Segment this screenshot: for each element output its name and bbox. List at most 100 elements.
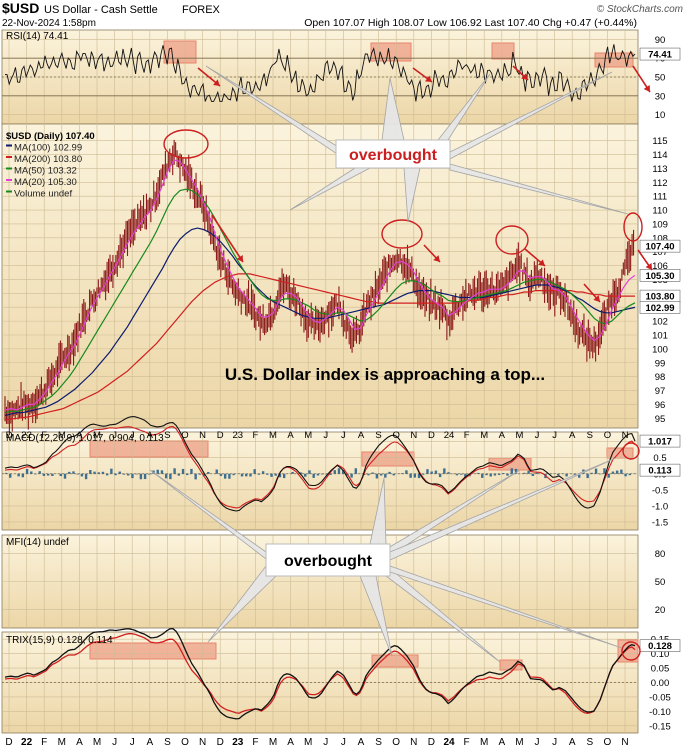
annotation-layer xyxy=(149,65,653,663)
rsi-label: RSI(14) 74.41 xyxy=(6,31,69,42)
price-y-tick-label: 95 xyxy=(655,414,666,425)
x-tick-label: J xyxy=(323,737,328,748)
price-y-tick-label: 110 xyxy=(652,206,667,217)
rsi-y-tick-label: 10 xyxy=(655,110,666,121)
price-y-tick-label: 115 xyxy=(652,136,667,147)
overbought-highlight-box xyxy=(491,42,515,60)
trix-y-tick-label: -0.10 xyxy=(649,707,671,718)
price-y-tick-label: 112 xyxy=(652,178,667,189)
arrow-head xyxy=(593,295,600,302)
price-end-label-box xyxy=(639,269,681,282)
x-tick-label-mid: N xyxy=(410,430,417,441)
x-tick-label-mid: A xyxy=(358,430,365,441)
x-tick-label: O xyxy=(181,737,189,748)
price-y-tick-label: 102 xyxy=(652,317,668,328)
price-y-tick-label: 101 xyxy=(652,330,668,341)
x-tick-label-mid: M xyxy=(480,430,488,441)
top-circle xyxy=(381,219,423,249)
x-tick-label: A xyxy=(146,737,153,748)
x-tick-label: O xyxy=(392,737,400,748)
x-tick-label-mid: A xyxy=(76,430,83,441)
price-end-label: 103.80 xyxy=(645,292,674,303)
overbought-callout-top: overbought xyxy=(335,139,451,169)
macd-line xyxy=(4,416,636,512)
x-tick-label: J xyxy=(552,737,557,748)
x-tick-label-mid: J xyxy=(552,430,557,441)
overbought-text-top: overbought xyxy=(349,147,438,164)
x-tick-label: D xyxy=(5,737,12,748)
overbought-highlight-box xyxy=(370,42,412,62)
rsi-line xyxy=(4,44,636,102)
mfi-y-tick-label: 50 xyxy=(655,577,666,588)
price-end-label: 107.40 xyxy=(645,242,674,253)
ma50-line xyxy=(4,188,636,414)
x-tick-label-mid: J xyxy=(130,430,135,441)
x-tick-label: 24 xyxy=(443,737,455,748)
x-tick-label-mid: A xyxy=(287,430,294,441)
price-y-tick-label: 111 xyxy=(653,192,667,203)
price-end-label-box xyxy=(639,301,681,314)
trix-label: TRIX(15,9) 0.128, 0.114 xyxy=(6,635,113,646)
x-tick-label: A xyxy=(498,737,505,748)
x-tick-label-mid: F xyxy=(464,430,470,441)
x-tick-label-mid: A xyxy=(147,430,154,441)
x-tick-label: 22 xyxy=(21,737,33,748)
chart-date: 22-Nov-2024 1:58pm xyxy=(2,18,96,29)
x-tick-label: S xyxy=(164,737,171,748)
brand-watermark: © StockCharts.com xyxy=(597,4,683,15)
x-tick-label: N xyxy=(621,737,628,748)
oscillator-circle xyxy=(621,641,641,661)
trix-y-tick-label: -0.05 xyxy=(649,692,671,703)
arrow-head xyxy=(236,255,243,262)
x-tick-label-mid: M xyxy=(304,430,312,441)
x-tick-label: M xyxy=(304,737,312,748)
macd-y-tick-label: -1.0 xyxy=(652,501,668,512)
macd-y-tick-label: -0.5 xyxy=(652,485,668,496)
x-tick-label-mid: F xyxy=(252,430,258,441)
macd-end-label-box xyxy=(639,434,681,448)
x-tick-label: M xyxy=(93,737,101,748)
x-tick-label: F xyxy=(464,737,470,748)
x-tick-label: J xyxy=(341,737,346,748)
arrow-head xyxy=(538,259,545,266)
x-tick-label-mid: O xyxy=(181,430,188,441)
x-tick-label-mid: O xyxy=(393,430,400,441)
x-tick-label-mid: O xyxy=(604,430,611,441)
ma20-line xyxy=(4,159,636,411)
macd-y-tick-label: 0.5 xyxy=(653,453,666,464)
macd-signal-line xyxy=(4,425,636,509)
rsi-end-label-box xyxy=(639,47,681,61)
macd-end-label-box xyxy=(639,463,681,477)
price-y-tick-label: 109 xyxy=(652,219,668,230)
trix-signal-line xyxy=(4,633,636,714)
legend-swatch xyxy=(6,179,12,181)
overbought-highlight-box xyxy=(163,40,197,64)
trix-end-label-box xyxy=(639,639,681,652)
overbought-text-bottom: overbought xyxy=(284,553,373,570)
x-tick-label: N xyxy=(199,737,206,748)
x-tick-label: M xyxy=(269,737,277,748)
mfi-y-tick-label: 80 xyxy=(655,549,666,560)
x-tick-label: A xyxy=(76,737,83,748)
price-y-tick-label: 99 xyxy=(655,358,666,369)
x-tick-label: J xyxy=(112,737,117,748)
x-tick-label-mid: S xyxy=(587,430,593,441)
x-tick-label: M xyxy=(515,737,523,748)
x-tick-label-mid: D xyxy=(428,430,435,441)
mfi-label: MFI(14) undef xyxy=(6,537,69,548)
x-tick-label: A xyxy=(287,737,294,748)
x-axis: D 22 F M A M J J A S O N D 23 F M A M J J A S O N D 24 F M A M J J A S O ND… xyxy=(5,430,628,748)
x-tick-label-mid: J xyxy=(535,430,540,441)
macd-end-label: 1.017 xyxy=(648,437,672,448)
arrow-head xyxy=(521,73,528,80)
price-y-tick-label: 113 xyxy=(652,164,667,175)
legend-entry: $USD (Daily) 107.40 xyxy=(6,131,95,142)
x-tick-label-mid: M xyxy=(269,430,277,441)
quote-line: Open 107.07 High 108.07 Low 106.92 Last … xyxy=(304,17,637,29)
x-tick-label-mid: 24 xyxy=(444,430,455,441)
trix-end-label: 0.128 xyxy=(648,641,672,652)
oscillator-circle xyxy=(622,442,640,460)
x-tick-label: D xyxy=(217,737,224,748)
x-tick-label: 23 xyxy=(232,737,244,748)
